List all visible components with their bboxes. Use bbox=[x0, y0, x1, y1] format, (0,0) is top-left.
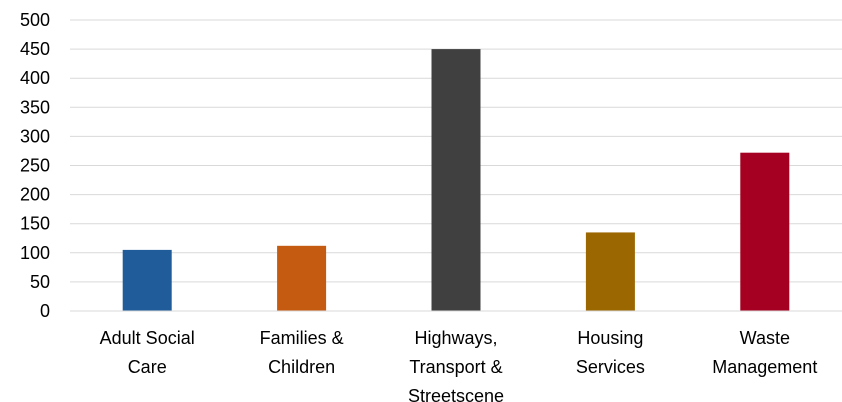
y-tick-label: 250 bbox=[20, 156, 50, 176]
x-category-label-line: Children bbox=[268, 357, 335, 377]
x-category-label-line: Waste bbox=[740, 328, 790, 348]
y-tick-label: 100 bbox=[20, 243, 50, 263]
y-tick-label: 350 bbox=[20, 97, 50, 117]
bar bbox=[740, 152, 790, 311]
bar bbox=[431, 49, 481, 311]
x-category-label-line: Highways, bbox=[414, 328, 497, 348]
bar bbox=[122, 249, 172, 311]
x-category-label-line: Management bbox=[712, 357, 817, 377]
bar bbox=[277, 245, 327, 311]
x-category-label-line: Adult Social bbox=[100, 328, 195, 348]
y-tick-label: 150 bbox=[20, 214, 50, 234]
y-tick-label: 300 bbox=[20, 126, 50, 146]
x-category-label-line: Care bbox=[128, 357, 167, 377]
y-tick-label: 50 bbox=[30, 272, 50, 292]
x-category-label-line: Transport & bbox=[409, 357, 502, 377]
y-tick-label: 200 bbox=[20, 185, 50, 205]
bar bbox=[585, 232, 635, 311]
y-axis-ticks: 0 50 100 150 200 250 300 350 400 450 500 bbox=[20, 10, 50, 321]
y-tick-label: 0 bbox=[40, 301, 50, 321]
bars bbox=[122, 49, 790, 311]
x-category-label: Waste Management bbox=[712, 328, 817, 377]
x-category-label: Housing Services bbox=[576, 328, 645, 377]
y-tick-label: 400 bbox=[20, 68, 50, 88]
x-category-label-line: Streetscene bbox=[408, 386, 504, 402]
x-category-label-line: Families & bbox=[260, 328, 344, 348]
x-category-label: Families & Children bbox=[260, 328, 344, 377]
y-tick-label: 450 bbox=[20, 39, 50, 59]
x-category-label: Adult Social Care bbox=[100, 328, 195, 377]
x-axis-category-labels: Adult Social Care Families & Children Highwa… bbox=[100, 328, 818, 402]
y-tick-label: 500 bbox=[20, 10, 50, 30]
x-category-label: Highways, Transport & Streetscene bbox=[408, 328, 504, 402]
x-category-label-line: Housing bbox=[577, 328, 643, 348]
x-category-label-line: Services bbox=[576, 357, 645, 377]
